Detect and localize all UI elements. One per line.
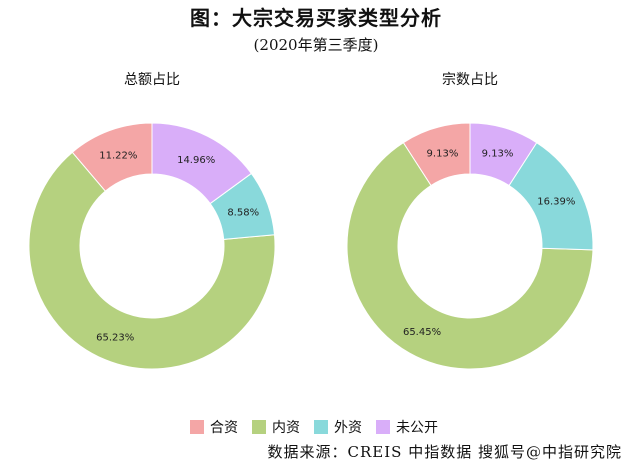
donut-chart-1: 总额占比 11.22% 65.23% 8.58% 14.96% — [28, 72, 276, 370]
slice-label-foreign-2: 16.39% — [537, 197, 575, 208]
chart-title-2: 宗数占比 — [442, 72, 498, 88]
chart-subtitle: (2020年第三季度) — [253, 36, 379, 54]
chart-title-1: 总额占比 — [124, 72, 180, 88]
slice-foreign-2 — [508, 141, 594, 251]
slice-label-joint-1: 11.22% — [99, 150, 137, 161]
slice-undisclosed-2 — [469, 122, 538, 187]
legend-label-foreign: 外资 — [334, 420, 362, 436]
legend-item-joint: 合资 — [190, 417, 238, 437]
legend-label-undisclosed: 未公开 — [396, 420, 438, 436]
legend-item-domestic: 内资 — [252, 417, 300, 437]
slice-label-undisclosed-1: 14.96% — [177, 155, 215, 166]
legend-swatch-joint — [190, 420, 204, 434]
slice-domestic-2 — [346, 141, 594, 370]
legend-label-joint: 合资 — [210, 420, 238, 436]
legend-swatch-domestic — [252, 420, 266, 434]
slice-label-joint-2: 9.13% — [427, 148, 459, 159]
slice-foreign-1 — [209, 172, 276, 240]
legend-swatch-foreign — [314, 420, 328, 434]
source-note: 数据来源：CREIS 中指数据 搜狐号@中指研究院 — [267, 443, 622, 461]
donut-chart-2: 宗数占比 9.13% 65.45% 16.39% 9.13% — [346, 72, 594, 370]
slice-undisclosed-1 — [151, 122, 253, 205]
legend-label-domestic: 内资 — [272, 420, 300, 436]
legend-swatch-undisclosed — [376, 420, 390, 434]
legend-item-undisclosed: 未公开 — [376, 417, 438, 437]
legend: 合资 内资 外资 未公开 — [190, 417, 438, 437]
slice-label-domestic-2: 65.45% — [403, 327, 441, 338]
chart-title-main: 图：大宗交易买家类型分析 — [190, 6, 442, 30]
legend-item-foreign: 外资 — [314, 417, 362, 437]
slice-domestic-1 — [28, 151, 276, 370]
slice-label-domestic-1: 65.23% — [96, 332, 134, 343]
slice-label-undisclosed-2: 9.13% — [482, 148, 514, 159]
slice-label-foreign-1: 8.58% — [227, 208, 259, 219]
